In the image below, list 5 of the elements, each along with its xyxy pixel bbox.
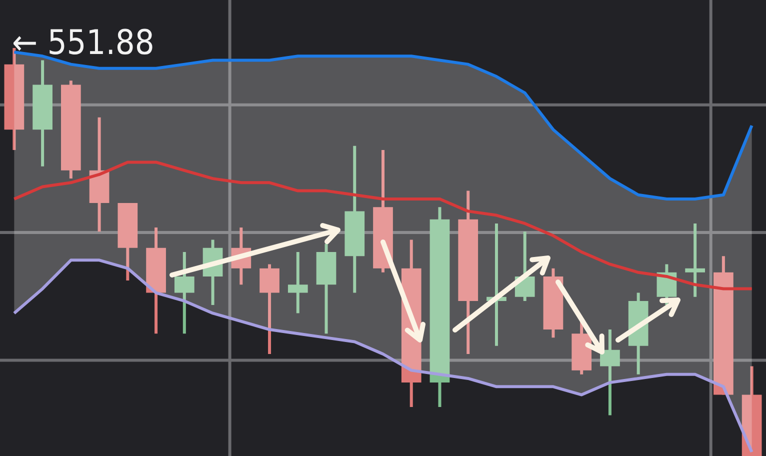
annotation: ← 551.88 [12, 23, 154, 63]
candlestick [685, 223, 706, 297]
candlestick [174, 252, 194, 334]
candlestick [288, 252, 308, 314]
candlestick [600, 330, 620, 416]
